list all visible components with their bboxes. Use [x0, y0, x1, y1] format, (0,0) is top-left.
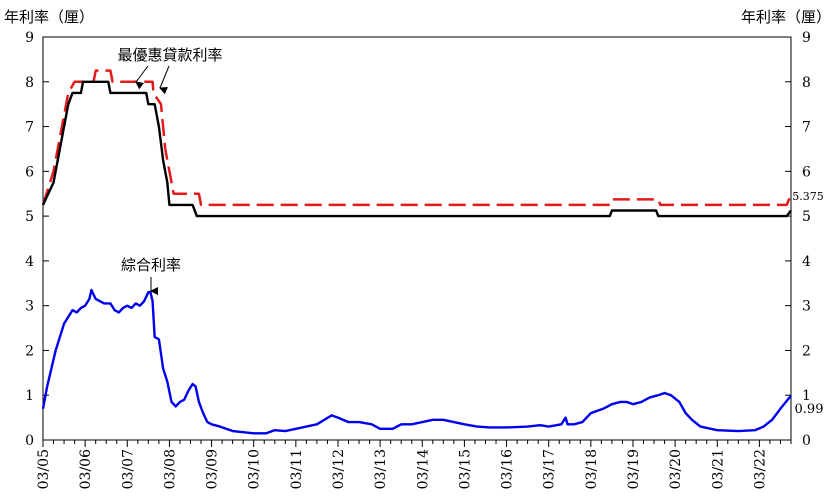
y-tick-label-right: 3 — [802, 299, 811, 315]
y-tick-label-left: 1 — [25, 388, 34, 404]
y-tick-label-left: 7 — [25, 120, 34, 136]
y-tick-label-left: 6 — [25, 164, 34, 180]
y-tick-label-right: 6 — [802, 164, 811, 180]
x-tick-label: 03/17 — [542, 449, 558, 489]
x-tick-label: 03/14 — [415, 449, 431, 489]
y-tick-label-left: 3 — [25, 299, 34, 315]
x-tick-label: 03/10 — [247, 449, 263, 489]
y-tick-label-left: 5 — [25, 209, 34, 225]
x-tick-label: 03/19 — [626, 449, 642, 489]
y-tick-label-right: 1 — [802, 388, 811, 404]
y-tick-label-right: 0 — [802, 433, 811, 449]
x-tick-label: 03/12 — [331, 449, 347, 489]
y-tick-label-right: 2 — [802, 343, 811, 359]
end-value-composite-rate: 0.99 — [795, 402, 824, 417]
plot-frame — [42, 36, 792, 441]
left-axis-unit-label: 年利率（厘） — [4, 8, 95, 26]
y-tick-label-left: 0 — [25, 433, 34, 449]
y-tick-label-right: 5 — [802, 209, 811, 225]
end-value-best-lending-rate: 5.375 — [792, 190, 824, 203]
annotation-composite-rate: 綜合利率 — [121, 256, 181, 274]
best-lending-rate-dashed-line — [41, 69, 791, 207]
x-tick-label: 03/21 — [710, 449, 726, 489]
y-tick-label-right: 8 — [802, 75, 811, 91]
x-tick-label: 03/09 — [205, 449, 221, 489]
y-tick-label-right: 9 — [802, 30, 811, 46]
y-tick-label-right: 7 — [802, 120, 811, 136]
x-tick-label: 03/11 — [289, 449, 305, 489]
x-tick-label: 03/18 — [584, 449, 600, 489]
x-tick-label: 03/07 — [120, 449, 136, 489]
best-lending-rate-solid-line — [41, 80, 792, 218]
x-tick-label: 03/05 — [36, 449, 52, 489]
composite-rate-line — [41, 288, 792, 435]
right-axis-unit-label: 年利率（厘） — [740, 8, 831, 26]
x-tick-label: 03/13 — [373, 449, 389, 489]
arrow-to-red-line — [159, 65, 170, 95]
x-tick-label: 03/08 — [162, 449, 178, 489]
x-tick-label: 03/16 — [500, 449, 516, 489]
y-tick-label-left: 8 — [25, 75, 34, 91]
x-tick-label: 03/20 — [668, 449, 684, 489]
y-tick-label-left: 9 — [25, 30, 34, 46]
x-tick-label: 03/06 — [78, 449, 94, 489]
y-tick-label-left: 4 — [25, 254, 34, 270]
y-tick-label-left: 2 — [25, 343, 34, 359]
arrow-to-black-line — [135, 65, 149, 90]
x-tick-label: 03/15 — [457, 449, 473, 489]
annotation-best-lending-rate: 最優惠貸款利率 — [117, 46, 222, 64]
x-tick-label: 03/22 — [752, 449, 768, 489]
y-tick-label-right: 4 — [802, 254, 811, 270]
